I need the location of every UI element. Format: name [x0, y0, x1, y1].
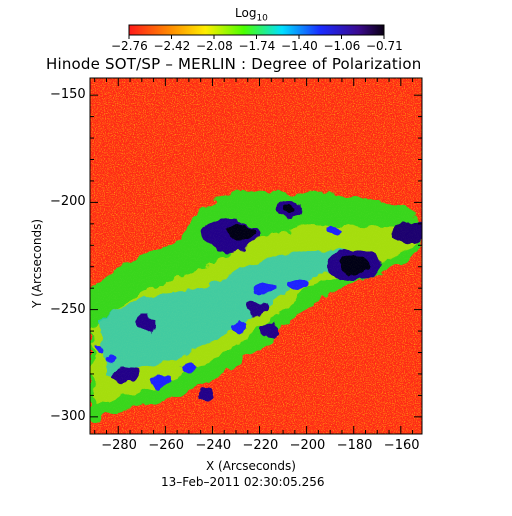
chart-title: Hinode SOT/SP – MERLIN : Degree of Polar… [46, 55, 422, 73]
colorbar-tick-label: −2.08 [196, 39, 233, 53]
colorbar-tick-label: −1.74 [238, 39, 276, 53]
x-tick-label: −160 [383, 438, 420, 453]
colorbar [128, 24, 385, 36]
y-tick-label: −200 [50, 194, 86, 210]
x-tick-label: −280 [101, 438, 137, 453]
y-tick-label: −150 [50, 87, 86, 103]
x-tick-label: −180 [336, 438, 373, 453]
x-tick-label: −220 [242, 438, 279, 453]
x-tick-label: −200 [289, 438, 326, 453]
y-axis-label: Y (Arcseconds) [30, 218, 44, 308]
x-axis-label: X (Arcseconds) [206, 459, 296, 473]
x-tick-label: −240 [195, 438, 232, 453]
polarization-map [90, 78, 422, 434]
colorbar-tick-label: −1.40 [281, 39, 318, 53]
colorbar-tick-label: −2.76 [111, 39, 148, 53]
x-tick-label: −260 [148, 438, 185, 453]
timestamp: 13–Feb–2011 02:30:05.256 [161, 475, 325, 489]
colorbar-tick-label: −0.71 [366, 39, 403, 53]
y-tick-label: −250 [50, 301, 86, 317]
colorbar-label: Log10 [235, 6, 268, 24]
colorbar-tick-label: −1.06 [323, 39, 361, 53]
plot-frame [89, 77, 423, 435]
colorbar-tick-label: −2.42 [153, 39, 191, 53]
y-tick-label: −300 [50, 408, 86, 424]
